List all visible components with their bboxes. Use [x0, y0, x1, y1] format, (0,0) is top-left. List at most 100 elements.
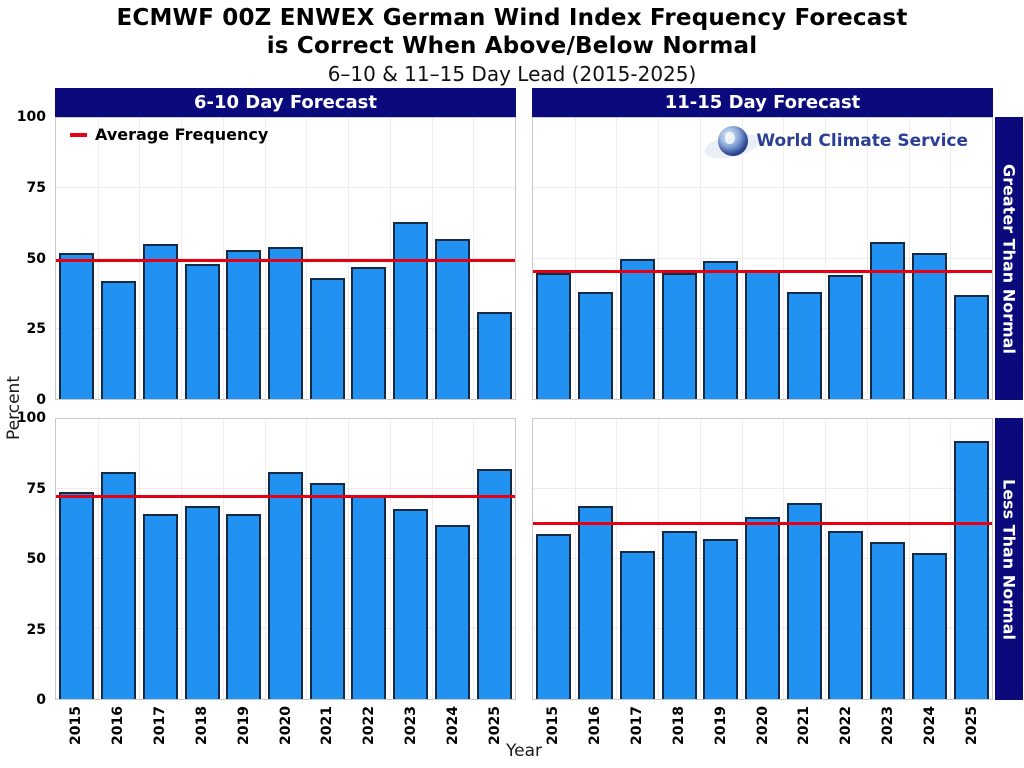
- y-axis-ticks-top-row: 100 75 50 25 0: [0, 109, 50, 408]
- y-tick-label-0: 0: [36, 392, 46, 408]
- x-tick-label-2021: 2021: [319, 706, 336, 745]
- column-header-6-10-day: 6-10 Day Forecast: [55, 88, 516, 117]
- vertical-gridline: [222, 419, 224, 699]
- y-tick-label-50: 50: [26, 551, 46, 567]
- x-axis-ticks-left-panel: 2015 2016 2017 2018 2019 2020 2021 2022 2023 2024…: [55, 704, 516, 762]
- x-tick-label-2025: 2025: [964, 706, 981, 745]
- bar-2020: [744, 269, 781, 399]
- bar-2024: [434, 238, 470, 399]
- bar-2022: [351, 266, 387, 399]
- x-tick-label-2019: 2019: [235, 706, 252, 745]
- bar-2017: [142, 244, 178, 399]
- vertical-gridline: [699, 419, 701, 699]
- bar-2019: [226, 514, 262, 699]
- bar-2015: [536, 272, 572, 399]
- vertical-gridline: [783, 118, 785, 399]
- vertical-gridline: [699, 118, 701, 399]
- x-tick-label-2015: 2015: [544, 706, 561, 745]
- vertical-gridline: [139, 419, 141, 699]
- x-tick-label-2018: 2018: [193, 706, 210, 745]
- x-tick-label-2021: 2021: [796, 706, 813, 745]
- x-axis-title: Year: [506, 741, 542, 761]
- vertical-gridline: [181, 419, 183, 699]
- bar-2021: [309, 278, 345, 399]
- y-tick-label-50: 50: [26, 250, 46, 267]
- bar-2020: [267, 247, 304, 399]
- y-tick-label-100: 100: [16, 410, 46, 426]
- world-climate-service-logo: World Climate Service: [702, 126, 968, 163]
- vertical-gridline: [950, 419, 952, 699]
- vertical-gridline: [389, 419, 391, 699]
- vertical-gridline: [741, 118, 743, 399]
- bar-2015: [59, 491, 95, 699]
- bar-2025: [953, 295, 989, 399]
- horizontal-gridline: [533, 257, 992, 259]
- bar-2024: [434, 525, 470, 699]
- x-tick-label-2018: 2018: [670, 706, 687, 745]
- bar-2020: [744, 517, 781, 699]
- bar-2022: [828, 531, 864, 699]
- panel-11-15-less: [532, 418, 993, 700]
- vertical-gridline: [950, 118, 952, 399]
- bar-2021: [786, 292, 822, 399]
- row-header-label: Greater Than Normal: [999, 163, 1019, 354]
- average-frequency-line: [56, 495, 515, 498]
- bar-2021: [309, 483, 345, 699]
- average-frequency-line: [533, 270, 992, 274]
- vertical-gridline: [348, 419, 350, 699]
- bar-2017: [619, 550, 655, 699]
- logo-text: World Climate Service: [756, 131, 968, 151]
- vertical-gridline: [473, 118, 475, 399]
- vertical-gridline: [825, 118, 827, 399]
- chart-title-line2: is Correct When Above/Below Normal: [266, 33, 758, 59]
- vertical-gridline: [306, 118, 308, 399]
- bar-2024: [911, 252, 947, 399]
- vertical-gridline: [825, 419, 827, 699]
- y-axis-ticks-bottom-row: 100 75 50 25 0: [0, 410, 50, 708]
- y-tick-label-25: 25: [26, 621, 46, 638]
- horizontal-gridline: [533, 187, 992, 189]
- bar-2025: [953, 441, 989, 699]
- y-tick-label-75: 75: [26, 179, 46, 196]
- bar-2018: [184, 505, 220, 699]
- vertical-gridline: [306, 419, 308, 699]
- x-tick-label-2016: 2016: [109, 706, 126, 745]
- vertical-gridline: [741, 419, 743, 699]
- vertical-gridline: [389, 118, 391, 399]
- vertical-gridline: [616, 419, 618, 699]
- bar-2016: [101, 472, 137, 699]
- swoosh-decoration: [702, 129, 762, 163]
- bar-2019: [703, 539, 739, 699]
- x-tick-label-2025: 2025: [487, 706, 504, 745]
- vertical-gridline: [348, 118, 350, 399]
- y-tick-label-0: 0: [36, 692, 46, 708]
- bar-2023: [870, 241, 906, 399]
- panel-6-10-less: [55, 418, 516, 700]
- vertical-gridline: [658, 118, 660, 399]
- vertical-gridline: [264, 118, 266, 399]
- horizontal-gridline: [56, 187, 515, 189]
- bar-2018: [184, 264, 220, 399]
- bar-2016: [578, 505, 614, 699]
- vertical-gridline: [658, 419, 660, 699]
- bar-2021: [786, 503, 822, 699]
- horizontal-gridline: [533, 488, 992, 489]
- vertical-gridline: [97, 419, 99, 699]
- x-tick-label-2022: 2022: [838, 706, 855, 745]
- chart-title-line1: ECMWF 00Z ENWEX German Wind Index Freque…: [116, 5, 908, 31]
- bar-2022: [351, 494, 387, 699]
- bar-2017: [619, 258, 655, 399]
- globe-icon: [702, 126, 762, 163]
- row-header-greater-than-normal: Greater Than Normal: [995, 117, 1023, 400]
- x-tick-label-2017: 2017: [628, 706, 645, 745]
- bar-2015: [59, 252, 95, 399]
- bar-2025: [476, 469, 512, 699]
- vertical-gridline: [431, 419, 433, 699]
- vertical-gridline: [783, 419, 785, 699]
- chart-subtitle: 6–10 & 11–15 Day Lead (2015-2025): [327, 62, 697, 86]
- average-frequency-line: [56, 258, 515, 262]
- vertical-gridline: [616, 118, 618, 399]
- x-tick-label-2024: 2024: [922, 706, 939, 745]
- x-tick-label-2016: 2016: [586, 706, 603, 745]
